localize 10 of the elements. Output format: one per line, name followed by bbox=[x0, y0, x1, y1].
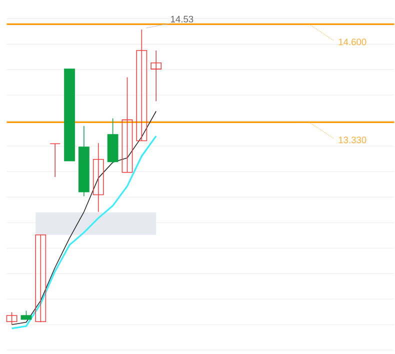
candlestick bbox=[6, 312, 18, 325]
candlestick bbox=[50, 143, 61, 178]
candlestick bbox=[136, 29, 148, 142]
candlestick bbox=[35, 234, 46, 323]
candlestick bbox=[92, 142, 104, 212]
candlestick bbox=[150, 50, 162, 102]
text: 13.330 bbox=[338, 136, 366, 144]
text: 14.53 bbox=[170, 16, 194, 22]
text: 14.600 bbox=[338, 38, 366, 46]
candlestick bbox=[122, 76, 133, 173]
